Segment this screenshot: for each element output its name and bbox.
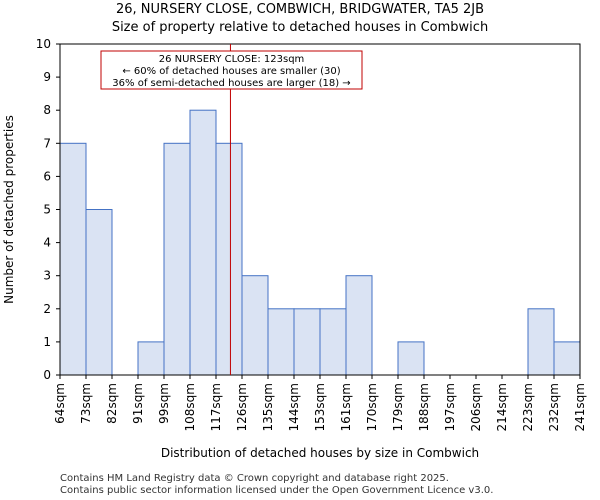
- x-axis-label: Distribution of detached houses by size …: [161, 446, 479, 460]
- x-tick-label: 153sqm: [313, 383, 327, 431]
- y-tick-label: 0: [43, 368, 51, 382]
- x-tick-label: 170sqm: [365, 383, 379, 431]
- x-tick-label: 64sqm: [53, 383, 67, 424]
- histogram-bar: [397, 341, 425, 376]
- histogram-bar: [85, 209, 113, 376]
- footer-line-1: Contains HM Land Registry data © Crown c…: [60, 473, 449, 484]
- x-tick-label: 241sqm: [573, 383, 587, 431]
- annotation-box: [100, 50, 363, 90]
- chart-subtitle: Size of property relative to detached ho…: [111, 20, 489, 35]
- x-tick-label: 232sqm: [547, 383, 561, 431]
- histogram-bar: [267, 308, 295, 376]
- histogram-bar: [553, 341, 581, 376]
- annotation-line-3: 36% of semi-detached houses are larger (…: [112, 78, 350, 89]
- x-tick-label: 179sqm: [391, 383, 405, 431]
- x-tick-label: 197sqm: [443, 383, 457, 431]
- x-tick-label: 188sqm: [417, 383, 431, 431]
- y-axis-label: Number of detached properties: [2, 115, 16, 304]
- y-tick-label: 9: [43, 70, 51, 84]
- x-tick-label: 144sqm: [287, 383, 301, 431]
- y-tick-label: 3: [43, 269, 51, 283]
- histogram-bar: [293, 308, 321, 376]
- y-tick-label: 1: [43, 335, 51, 349]
- histogram-bar: [59, 142, 87, 376]
- x-tick-label: 73sqm: [79, 383, 93, 424]
- y-tick-label: 2: [43, 302, 51, 316]
- x-tick-label: 214sqm: [495, 383, 509, 431]
- x-tick-label: 91sqm: [131, 383, 145, 424]
- histogram-bar: [137, 341, 165, 376]
- x-tick-label: 117sqm: [209, 383, 223, 431]
- annotation-line-2: ← 60% of detached houses are smaller (30…: [122, 66, 340, 77]
- histogram-bar: [241, 275, 269, 376]
- x-tick-label: 108sqm: [183, 383, 197, 431]
- y-tick-label: 4: [43, 236, 51, 250]
- annotation-line-1: 26 NURSERY CLOSE: 123sqm: [159, 54, 305, 65]
- histogram-bar: [319, 308, 347, 376]
- histogram-bar: [527, 308, 555, 376]
- histogram-bar: [189, 109, 217, 376]
- y-tick-label: 8: [43, 103, 51, 117]
- x-tick-label: 161sqm: [339, 383, 353, 431]
- histogram-bar: [215, 142, 243, 376]
- x-tick-label: 135sqm: [261, 383, 275, 431]
- y-tick-label: 10: [36, 37, 51, 51]
- y-tick-label: 7: [43, 136, 51, 150]
- histogram-bar: [163, 142, 191, 376]
- x-tick-label: 223sqm: [521, 383, 535, 431]
- y-tick-label: 5: [43, 203, 51, 217]
- x-tick-label: 99sqm: [157, 383, 171, 424]
- x-tick-label: 206sqm: [469, 383, 483, 431]
- chart-title: 26, NURSERY CLOSE, COMBWICH, BRIDGWATER,…: [115, 2, 485, 17]
- y-tick-label: 6: [43, 169, 51, 183]
- histogram-bar: [345, 275, 373, 376]
- footer-line-2: Contains public sector information licen…: [60, 485, 494, 496]
- x-tick-label: 82sqm: [105, 383, 119, 424]
- x-tick-label: 126sqm: [235, 383, 249, 431]
